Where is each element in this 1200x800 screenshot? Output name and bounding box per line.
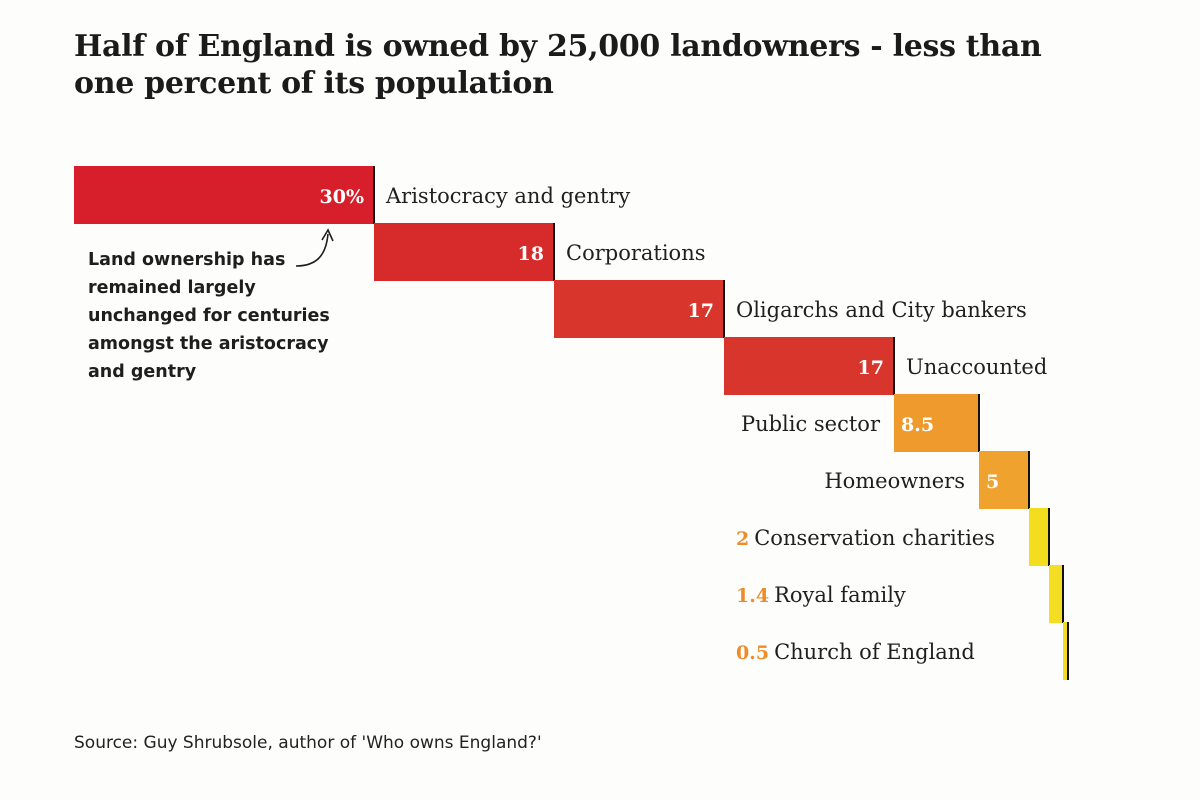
bar-corporations	[374, 223, 554, 281]
category-label-unaccounted: Unaccounted	[906, 355, 1047, 379]
bar-edge-royal-family	[1062, 565, 1064, 623]
bar-edge-church-of-england	[1067, 622, 1069, 680]
chart-title: Half of England is owned by 25,000 lando…	[74, 28, 1074, 102]
bar-aristocracy-and-gentry	[74, 166, 374, 224]
bar-edge-oligarchs-and-city-bankers	[723, 280, 725, 338]
category-label-homeowners: Homeowners	[824, 469, 965, 493]
annotation-line-5: and gentry	[88, 362, 197, 382]
category-label-public-sector: Public sector	[741, 412, 881, 436]
category-label-royal-family: Royal family	[774, 583, 906, 607]
bar-homeowners	[979, 451, 1029, 509]
data-label-corporations: 18	[518, 243, 544, 265]
bar-edge-aristocracy-and-gentry	[373, 166, 375, 224]
data-label-aristocracy-and-gentry: 30%	[320, 186, 365, 208]
bar-edge-conservation-charities	[1048, 508, 1050, 566]
bar-oligarchs-and-city-bankers	[554, 280, 724, 338]
annotation-arrow	[295, 233, 329, 267]
bar-edge-unaccounted	[893, 337, 895, 395]
bar-church-of-england	[1063, 622, 1068, 680]
data-label-public-sector: 8.5	[901, 414, 934, 436]
data-label-oligarchs-and-city-bankers: 17	[688, 300, 714, 322]
annotation-arrowhead	[321, 228, 334, 242]
data-label-unaccounted: 17	[858, 357, 884, 379]
data-label-conservation-charities: 2	[736, 528, 749, 550]
category-label-conservation-charities: Conservation charities	[754, 526, 995, 550]
data-label-homeowners: 5	[986, 471, 999, 493]
category-label-aristocracy-and-gentry: Aristocracy and gentry	[385, 184, 630, 208]
chart-title-line-2: one percent of its population	[74, 66, 554, 101]
bar-conservation-charities	[1029, 508, 1049, 566]
bar-public-sector	[894, 394, 979, 452]
data-label-royal-family: 1.4	[736, 585, 769, 607]
category-label-corporations: Corporations	[566, 241, 706, 265]
annotation-note: Land ownership has remained largely unch…	[88, 246, 368, 386]
annotation-line-2: remained largely	[88, 278, 256, 298]
source-note: Source: Guy Shrubsole, author of 'Who ow…	[74, 733, 542, 753]
annotation-line-1: Land ownership has	[88, 250, 286, 270]
annotation-line-4: amongst the aristocracy	[88, 334, 329, 354]
category-label-oligarchs-and-city-bankers: Oligarchs and City bankers	[736, 298, 1027, 322]
bar-edge-homeowners	[1028, 451, 1030, 509]
bar-royal-family	[1049, 565, 1063, 623]
bar-edge-corporations	[553, 223, 555, 281]
chart-title-line-1: Half of England is owned by 25,000 lando…	[74, 29, 1042, 64]
bar-unaccounted	[724, 337, 894, 395]
bar-edge-public-sector	[978, 394, 980, 452]
category-label-church-of-england: Church of England	[774, 640, 975, 664]
data-label-church-of-england: 0.5	[736, 642, 769, 664]
annotation-line-3: unchanged for centuries	[88, 306, 330, 326]
